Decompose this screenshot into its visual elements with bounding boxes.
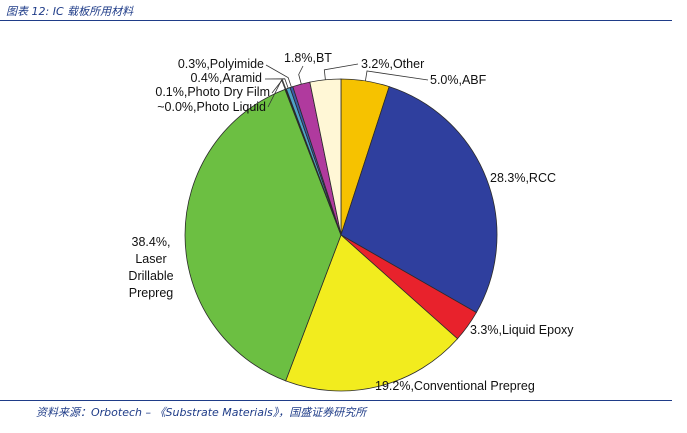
figure-caption: 图表 12: IC 载板所用材料 bbox=[6, 5, 134, 18]
slice-rcc bbox=[340, 86, 498, 314]
label-bt: 1.8%,BT bbox=[284, 51, 332, 65]
leader-bt bbox=[298, 65, 304, 85]
label-laser-line2: Laser bbox=[135, 252, 166, 266]
pie-slices bbox=[184, 78, 498, 392]
leader-photo-dry-film bbox=[271, 78, 287, 94]
label-photo-liquid: ~0.0%,Photo Liquid bbox=[157, 100, 266, 114]
leader-aramid bbox=[264, 78, 289, 89]
label-laser-line4: Prepreg bbox=[129, 286, 174, 300]
label-liquid-epoxy: 3.3%,Liquid Epoxy bbox=[470, 323, 574, 337]
leader-abf bbox=[365, 70, 429, 81]
leader-other bbox=[323, 63, 359, 80]
label-rcc: 28.3%,RCC bbox=[490, 171, 556, 185]
label-laser-line3: Drillable bbox=[128, 269, 173, 283]
slice-laser-drillable-prepreg bbox=[184, 88, 342, 382]
label-aramid: 0.4%,Aramid bbox=[190, 71, 262, 85]
leader-polyimide bbox=[265, 64, 292, 88]
label-conventional-prepreg: 19.2%,Conventional Prepreg bbox=[375, 379, 535, 393]
slice-conventional-prepreg bbox=[285, 234, 459, 392]
label-abf: 5.0%,ABF bbox=[430, 73, 487, 87]
source-note: 资料来源：Orbotech – 《Substrate Materials》，国盛… bbox=[36, 406, 367, 419]
leader-photo-liquid bbox=[267, 79, 286, 108]
label-laser-line1: 38.4%, bbox=[132, 235, 171, 249]
label-other: 3.2%,Other bbox=[361, 57, 424, 71]
leader-lines bbox=[264, 63, 429, 108]
label-photo-dry-film: 0.1%,Photo Dry Film bbox=[155, 85, 270, 99]
caption-rule bbox=[0, 20, 672, 21]
label-polyimide: 0.3%,Polyimide bbox=[178, 57, 264, 71]
source-rule bbox=[0, 400, 672, 401]
